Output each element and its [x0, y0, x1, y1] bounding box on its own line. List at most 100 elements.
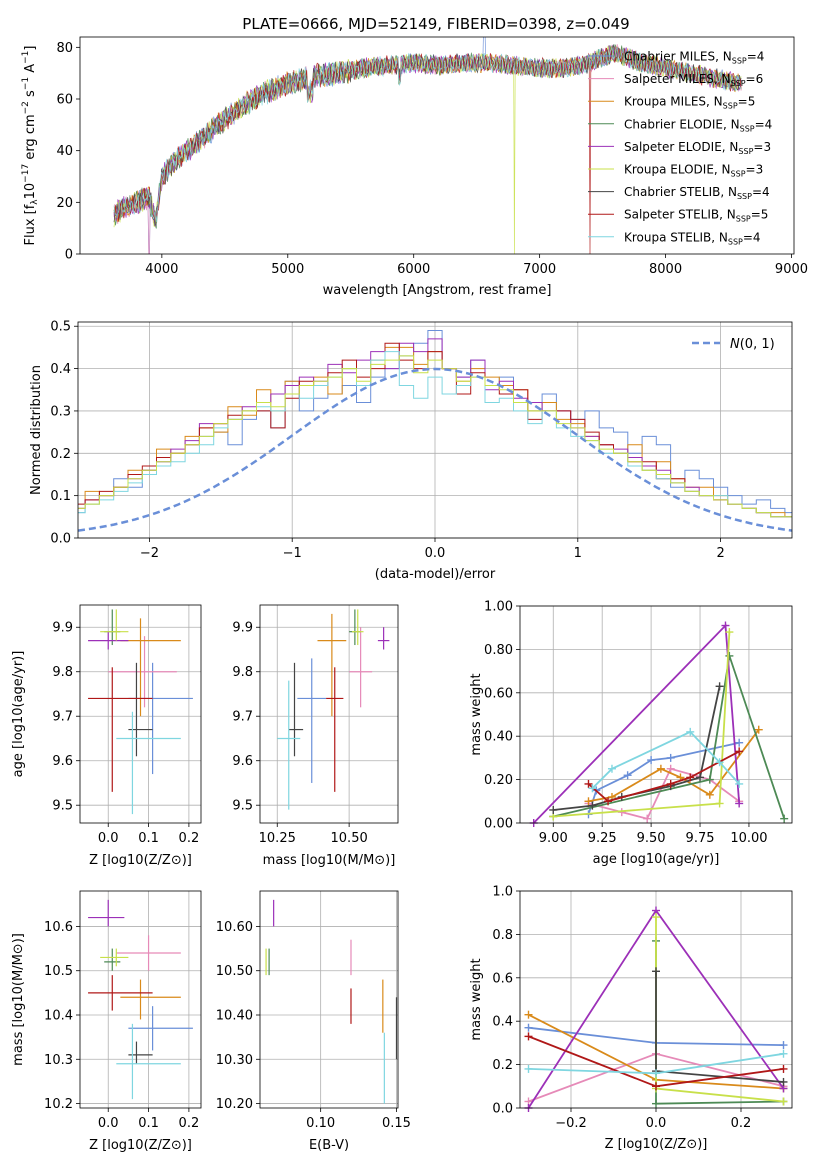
y-tick-label: 0.20 — [484, 773, 513, 788]
y-tick-label: 0.40 — [484, 730, 513, 745]
legend-label: Salpeter ELODIE, NSSP=3 — [624, 140, 771, 156]
panel-massweight_vs_Z: −0.2 0.0 0.2 0.0 0.2 0.4 0.6 0.8 1.0 Z [log10(Z/Z… — [469, 885, 793, 1152]
axes-frame — [79, 604, 202, 824]
x-tick-label: 0.10 — [306, 1116, 335, 1131]
y-tick-label: 10.5 — [44, 964, 73, 979]
series-line — [655, 971, 784, 1083]
x-tick-label: 10.25 — [259, 831, 296, 846]
y-tick-label: 9.8 — [232, 665, 253, 680]
y-tick-label: 0.1 — [50, 489, 71, 504]
y-axis-label: Flux [fλ10−17 erg cm−2 s−1 A−1] — [21, 46, 40, 246]
y-tick-label: 0.4 — [492, 1015, 513, 1030]
y-tick-label: 10.50 — [216, 964, 253, 979]
y-tick-label: 9.7 — [232, 710, 253, 725]
plot-area — [88, 609, 193, 815]
x-tick-label: 8000 — [649, 262, 682, 277]
panel-age_vs_Z: 0.0 0.1 0.2 9.5 9.6 9.7 9.8 9.9 Z [log10(Z/Z⊙)] a… — [11, 604, 202, 868]
plot-area — [88, 899, 193, 1100]
y-axis-label: mass [log10(M/M⊙)] — [11, 933, 26, 1066]
plot-area — [113, 37, 742, 254]
axes-frame — [519, 605, 793, 824]
series-line — [553, 686, 721, 811]
x-tick-label: 0.0 — [425, 546, 446, 561]
x-tick-label: 0.15 — [382, 1116, 411, 1131]
x-axis-label: E(B-V) — [309, 1138, 349, 1153]
legend-label: Salpeter MILES, NSSP=6 — [624, 72, 763, 88]
y-tick-label: 0.0 — [492, 1102, 513, 1117]
y-tick-label: 60 — [56, 93, 73, 108]
x-axis-label: mass [log10(M/M⊙)] — [263, 853, 396, 868]
y-tick-label: 0.8 — [492, 928, 513, 943]
x-tick-label: 5000 — [271, 262, 304, 277]
y-tick-label: 9.7 — [52, 710, 73, 725]
y-tick-label: 0.60 — [484, 686, 513, 701]
histogram-line — [78, 355, 792, 518]
panel-mass_vs_ebv: 0.10 0.15 10.20 10.30 10.40 10.50 10.60 E(B-V) — [216, 890, 411, 1153]
axes-frame — [519, 890, 793, 1109]
axes-frame — [77, 321, 793, 539]
legend-label: Chabrier ELODIE, NSSP=4 — [624, 117, 772, 133]
x-tick-label: 9.50 — [637, 831, 666, 846]
x-axis-label: Z [log10(Z/Z⊙)] — [605, 1137, 708, 1152]
legend-label: N(0, 1) — [730, 337, 775, 352]
x-axis-label: wavelength [Angstrom, rest frame] — [323, 283, 552, 298]
x-tick-label: 0.1 — [138, 1116, 159, 1131]
y-tick-label: 10.60 — [216, 920, 253, 935]
y-tick-label: 9.5 — [52, 799, 73, 814]
series-line — [553, 631, 731, 818]
y-tick-label: 9.9 — [52, 621, 73, 636]
panel-spectrum: 4000 5000 6000 7000 8000 9000 0 20 40 60 80 wavelen… — [21, 36, 808, 298]
spectrum-line — [113, 46, 742, 223]
x-tick-label: 9.25 — [588, 831, 617, 846]
panel-mass_vs_Z: 0.0 0.1 0.2 10.2 10.3 10.4 10.5 10.6 Z [log10(Z/… — [11, 890, 202, 1153]
series-line — [588, 767, 740, 820]
x-tick-label: −0.2 — [555, 1116, 587, 1131]
x-tick-label: −2 — [140, 546, 159, 561]
y-tick-label: 10.30 — [216, 1053, 253, 1068]
y-tick-label: 0.4 — [50, 362, 71, 377]
y-tick-label: 10.2 — [44, 1097, 73, 1112]
histogram-line — [78, 346, 792, 518]
x-axis-label: (data-model)/error — [375, 567, 496, 582]
y-tick-label: 0.5 — [50, 320, 71, 335]
histogram-line — [78, 338, 792, 518]
y-tick-label: 9.5 — [232, 799, 253, 814]
panel-residuals: −2 −1 0.0 1 2 0.0 0.1 0.2 0.3 0.4 0.5 (data-model)/… — [29, 320, 793, 582]
legend-label: Chabrier STELIB, NSSP=4 — [624, 185, 770, 201]
series-line — [655, 940, 784, 1105]
x-tick-label: 9.75 — [686, 831, 715, 846]
x-tick-label: −1 — [283, 546, 302, 561]
x-tick-label: 9.00 — [539, 831, 568, 846]
x-tick-label: 0.0 — [98, 831, 119, 846]
legend-label: Salpeter STELIB, NSSP=5 — [624, 208, 768, 224]
plot-area — [78, 330, 792, 532]
y-tick-label: 0.2 — [50, 447, 71, 462]
y-tick-label: 10.6 — [44, 920, 73, 935]
y-axis-label: mass weight — [469, 673, 484, 755]
x-tick-label: 10.00 — [730, 831, 767, 846]
y-tick-label: 0.6 — [492, 971, 513, 986]
y-axis-label: age [log10(age/yr)] — [11, 651, 26, 778]
y-tick-label: 10.20 — [216, 1097, 253, 1112]
x-axis-label: Z [log10(Z/Z⊙)] — [89, 853, 192, 868]
y-tick-label: 80 — [56, 41, 73, 56]
x-axis-label: Z [log10(Z/Z⊙)] — [89, 1138, 192, 1153]
figure-title: PLATE=0666, MJD=52149, FIBERID=0398, z=0… — [242, 15, 629, 33]
x-tick-label: 1 — [574, 546, 582, 561]
x-tick-label: 0.2 — [179, 831, 200, 846]
plot-area — [277, 609, 390, 810]
x-tick-label: 0.2 — [731, 1116, 752, 1131]
y-tick-label: 9.9 — [232, 621, 253, 636]
series-line — [553, 655, 786, 819]
x-tick-label: 7000 — [523, 262, 556, 277]
y-tick-label: 10.40 — [216, 1009, 253, 1024]
series-line — [655, 917, 784, 1103]
legend-label: Kroupa STELIB, NSSP=4 — [624, 230, 761, 246]
x-tick-label: 9000 — [775, 262, 808, 277]
y-tick-label: 9.6 — [52, 754, 73, 769]
axes-frame — [79, 890, 202, 1109]
axes-frame — [79, 36, 795, 255]
y-axis-label: mass weight — [469, 958, 484, 1040]
legend-label: Chabrier MILES, NSSP=4 — [624, 50, 764, 66]
